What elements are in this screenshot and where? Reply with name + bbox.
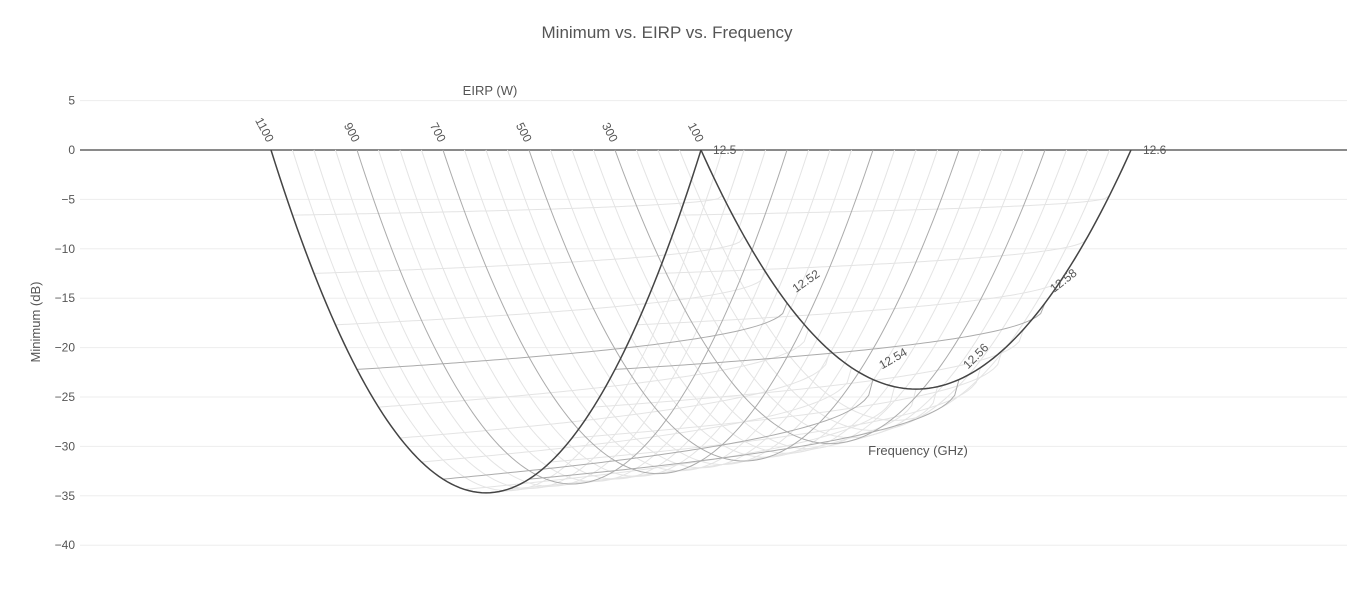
tick-label-layer: 5 0 −5 −10 −15 −20 −25 −30 −35 −40 1100 900 700 500 30… bbox=[55, 94, 1167, 553]
carpet-eirp-line bbox=[593, 149, 1024, 450]
frequency-tick-label: 12.5 bbox=[713, 143, 737, 157]
carpet-eirp-line bbox=[313, 149, 745, 490]
b-axis-title: Frequency (GHz) bbox=[868, 443, 968, 458]
y-tick-label: −20 bbox=[55, 341, 76, 355]
chart-title: Minimum vs. EIRP vs. Frequency bbox=[542, 23, 793, 42]
carpet-eirp-edge-line bbox=[270, 149, 702, 494]
carpet-frequency-line bbox=[399, 350, 831, 439]
y-tick-label: −5 bbox=[61, 192, 75, 206]
carpet-frequency-line bbox=[442, 379, 874, 480]
carpet-eirp-line bbox=[378, 149, 809, 483]
carpet-frequency-line bbox=[528, 379, 960, 480]
carpet-eirp-line bbox=[442, 149, 874, 475]
carpet-eirp-edge-line bbox=[700, 149, 1132, 390]
carpet-frequency-line bbox=[614, 302, 1046, 370]
a-axis-title: EIRP (W) bbox=[463, 83, 518, 98]
carpet-frequency-line bbox=[571, 350, 1003, 439]
eirp-tick-label: 700 bbox=[427, 120, 449, 145]
carpet-frequency-line bbox=[657, 235, 1089, 274]
carpet-eirp-line bbox=[335, 149, 766, 487]
y-tick-label: −30 bbox=[55, 439, 76, 453]
y-tick-label: 0 bbox=[68, 143, 75, 157]
carpet-eirp-line bbox=[550, 149, 981, 458]
carpet-eirp-line bbox=[636, 149, 1067, 439]
eirp-tick-label: 1100 bbox=[252, 115, 277, 145]
carpet-frequency-line bbox=[356, 302, 788, 370]
carpet-eirp-line bbox=[485, 149, 917, 469]
carpet-frequency-line bbox=[313, 235, 745, 274]
carpet-eirp-line bbox=[292, 149, 723, 492]
eirp-tick-label: 100 bbox=[685, 120, 707, 145]
frequency-tick-label: 12.6 bbox=[1143, 143, 1167, 157]
carpet-mesh-layer bbox=[270, 149, 1132, 494]
carpet-eirp-line bbox=[657, 149, 1089, 431]
carpet-frequency-line bbox=[464, 386, 895, 490]
y-axis-title: Minimum (dB) bbox=[28, 282, 43, 363]
carpet-eirp-line bbox=[679, 149, 1110, 421]
carpet-eirp-line bbox=[421, 149, 852, 477]
eirp-tick-label: 300 bbox=[599, 120, 621, 145]
carpet-eirp-line bbox=[571, 149, 1003, 454]
y-tick-label: 5 bbox=[68, 94, 75, 108]
y-tick-label: −25 bbox=[55, 390, 76, 404]
grid-layer bbox=[80, 100, 1347, 546]
frequency-tick-label: 12.52 bbox=[790, 267, 823, 296]
eirp-tick-label: 500 bbox=[513, 120, 535, 145]
y-tick-label: −15 bbox=[55, 291, 76, 305]
y-tick-label: −10 bbox=[55, 242, 76, 256]
carpet-eirp-line bbox=[399, 149, 831, 480]
carpet-eirp-line bbox=[614, 149, 1046, 445]
y-tick-label: −35 bbox=[55, 489, 76, 503]
carpet-eirp-line bbox=[464, 149, 895, 472]
eirp-tick-label: 900 bbox=[341, 120, 363, 145]
frequency-tick-label: 12.58 bbox=[1047, 266, 1080, 296]
carpet-eirp-line bbox=[528, 149, 960, 462]
y-tick-label: −40 bbox=[55, 538, 76, 552]
carpet-eirp-line bbox=[356, 149, 788, 485]
